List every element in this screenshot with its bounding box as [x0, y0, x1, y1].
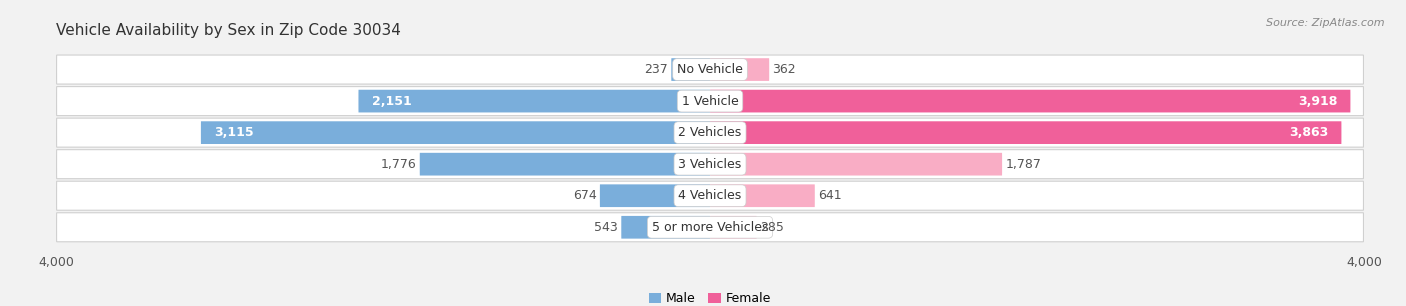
FancyBboxPatch shape — [600, 185, 710, 207]
Text: 1,776: 1,776 — [381, 158, 416, 171]
Text: 543: 543 — [595, 221, 619, 234]
Text: 4 Vehicles: 4 Vehicles — [679, 189, 741, 202]
Text: 5 or more Vehicles: 5 or more Vehicles — [652, 221, 768, 234]
FancyBboxPatch shape — [56, 150, 1364, 179]
FancyBboxPatch shape — [56, 213, 1364, 242]
Text: 3,918: 3,918 — [1298, 95, 1337, 108]
Text: 3 Vehicles: 3 Vehicles — [679, 158, 741, 171]
FancyBboxPatch shape — [710, 121, 1341, 144]
Text: 674: 674 — [572, 189, 596, 202]
FancyBboxPatch shape — [621, 216, 710, 239]
FancyBboxPatch shape — [710, 90, 1350, 112]
Text: 3,115: 3,115 — [214, 126, 253, 139]
Text: 641: 641 — [818, 189, 842, 202]
FancyBboxPatch shape — [56, 87, 1364, 116]
FancyBboxPatch shape — [420, 153, 710, 176]
Text: Vehicle Availability by Sex in Zip Code 30034: Vehicle Availability by Sex in Zip Code … — [56, 23, 401, 38]
FancyBboxPatch shape — [710, 216, 756, 239]
Text: 1,787: 1,787 — [1005, 158, 1042, 171]
FancyBboxPatch shape — [671, 58, 710, 81]
FancyBboxPatch shape — [710, 185, 815, 207]
FancyBboxPatch shape — [56, 118, 1364, 147]
Text: Source: ZipAtlas.com: Source: ZipAtlas.com — [1267, 18, 1385, 28]
Legend: Male, Female: Male, Female — [644, 287, 776, 306]
Text: 285: 285 — [759, 221, 783, 234]
FancyBboxPatch shape — [710, 153, 1002, 176]
FancyBboxPatch shape — [359, 90, 710, 112]
FancyBboxPatch shape — [56, 181, 1364, 210]
Text: 2 Vehicles: 2 Vehicles — [679, 126, 741, 139]
FancyBboxPatch shape — [710, 58, 769, 81]
FancyBboxPatch shape — [56, 55, 1364, 84]
FancyBboxPatch shape — [201, 121, 710, 144]
Text: 3,863: 3,863 — [1289, 126, 1329, 139]
Text: 237: 237 — [644, 63, 668, 76]
Text: 1 Vehicle: 1 Vehicle — [682, 95, 738, 108]
Text: 362: 362 — [772, 63, 796, 76]
Text: No Vehicle: No Vehicle — [678, 63, 742, 76]
Text: 2,151: 2,151 — [371, 95, 412, 108]
